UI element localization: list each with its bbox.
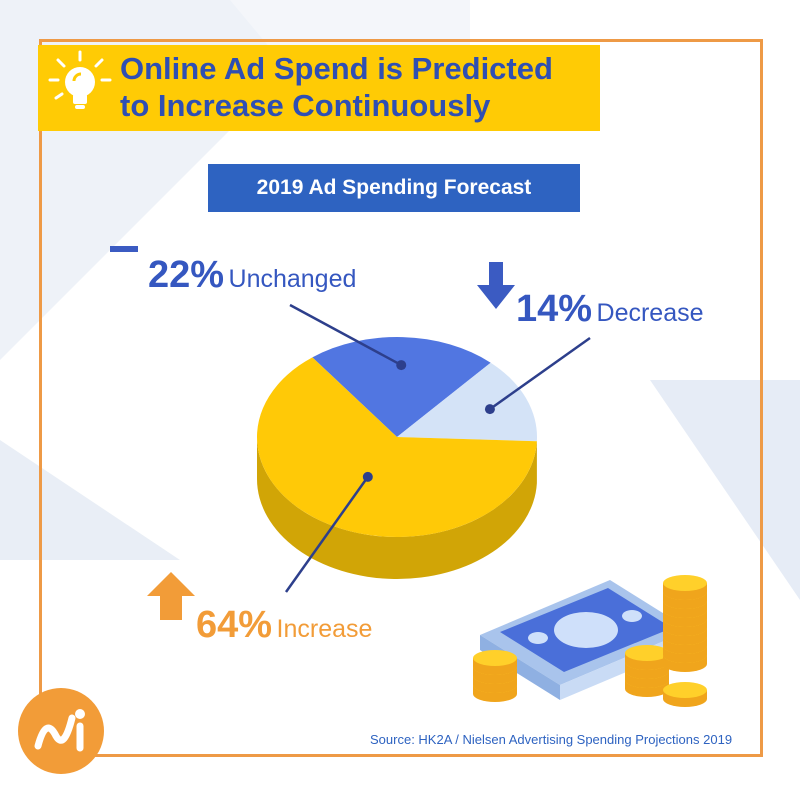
leader-line-increase [284,476,369,593]
logo-icon [18,688,104,774]
title-line-1: Online Ad Spend is Predicted [120,51,553,86]
source-note: Source: HK2A / Nielsen Advertising Spend… [370,732,733,747]
unchanged-label: Unchanged [228,265,357,293]
page-title: Online Ad Spend is Predicted to Increase… [120,50,600,124]
increase-percent: 64% [196,604,273,646]
pie-side-increase [257,437,537,579]
unchanged-percent: 22% [148,254,225,296]
arrow-up-icon [147,572,195,620]
title-line-2: to Increase Continuously [120,88,491,123]
pie-slice-unchanged [312,336,491,437]
pie-slice-increase [256,357,537,537]
label-increase: 64% Increase [196,604,372,647]
title-banner [38,45,600,131]
leader-line-unchanged [289,303,402,367]
minus-icon [110,246,138,252]
leader-line-decrease [489,336,591,411]
leader-dot-decrease [484,404,495,415]
chart-title: 2019 Ad Spending Forecast [208,164,580,212]
arrow-down-icon [477,262,515,309]
pie-group [256,303,591,593]
orange-frame [39,39,763,757]
leader-dot-unchanged [396,360,407,371]
label-decrease: 14% Decrease [516,288,704,331]
pie-slice-decrease [397,362,537,442]
increase-label: Increase [276,615,373,643]
leader-dot-increase [362,471,373,482]
label-unchanged: 22% Unchanged [148,254,356,297]
decrease-label: Decrease [596,299,704,327]
decrease-percent: 14% [516,288,593,330]
